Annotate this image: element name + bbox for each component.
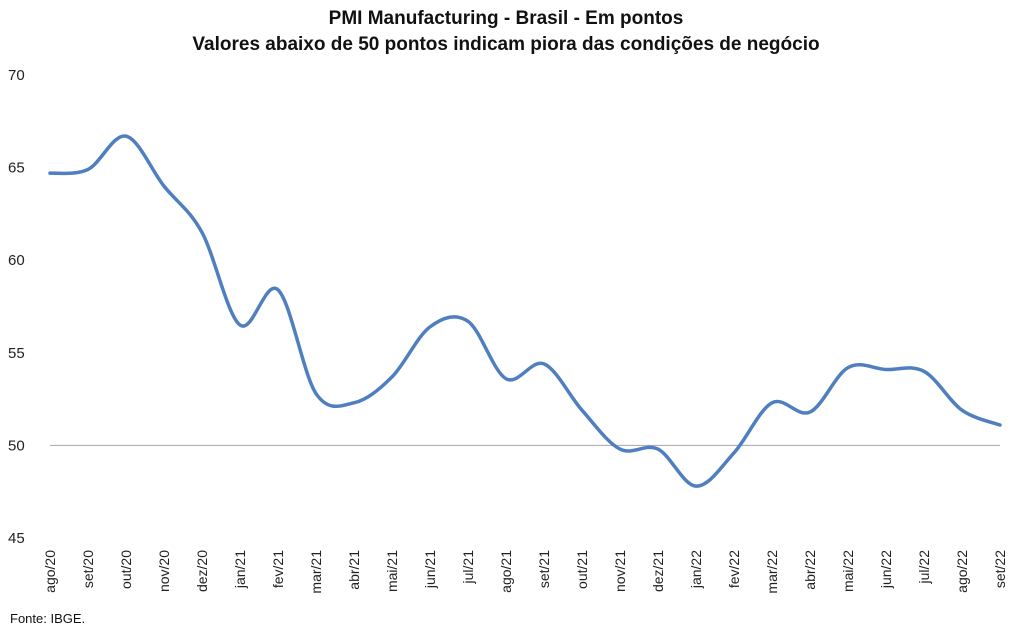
x-tick-label: fev/21	[270, 550, 286, 588]
x-tick-label: mai/21	[384, 550, 400, 592]
x-tick-label: jun/21	[422, 550, 438, 589]
chart-title-block: PMI Manufacturing - Brasil - Em pontos V…	[0, 6, 1012, 58]
y-tick-label: 60	[8, 252, 25, 269]
x-tick-label: nov/21	[612, 550, 628, 592]
x-tick-label: dez/20	[194, 550, 210, 592]
x-tick-label: jan/21	[232, 550, 248, 589]
x-tick-label: set/20	[80, 550, 96, 588]
x-tick-label: jun/22	[878, 550, 894, 589]
x-tick-label: jan/22	[688, 550, 704, 589]
chart-subtitle: Valores abaixo de 50 pontos indicam pior…	[192, 34, 820, 55]
x-tick-label: abr/21	[346, 550, 362, 590]
x-tick-label: abr/22	[802, 550, 818, 590]
x-tick-label: nov/20	[156, 550, 172, 592]
x-tick-label: dez/21	[650, 550, 666, 592]
x-tick-label: out/20	[118, 550, 134, 589]
x-tick-label: mar/21	[308, 550, 324, 594]
series-line-pmi	[48, 134, 1002, 488]
x-tick-label: ago/22	[954, 550, 970, 593]
y-tick-label: 70	[8, 67, 25, 84]
x-tick-label: jul/21	[460, 550, 476, 585]
y-tick-label: 45	[8, 530, 25, 547]
y-tick-label: 65	[8, 160, 25, 177]
x-tick-label: mar/22	[764, 550, 780, 594]
y-tick-label: 55	[8, 345, 25, 362]
x-tick-label: set/21	[536, 550, 552, 588]
chart-title: PMI Manufacturing - Brasil - Em pontos	[328, 8, 684, 29]
x-tick-label: ago/20	[42, 550, 58, 593]
x-tick-label: jul/22	[916, 550, 932, 585]
x-tick-label: set/22	[992, 550, 1008, 588]
x-tick-label: ago/21	[498, 550, 514, 593]
x-tick-label: fev/22	[726, 550, 742, 588]
x-tick-label: out/21	[574, 550, 590, 589]
source-note: Fonte: IBGE.	[10, 611, 86, 626]
y-tick-label: 50	[8, 437, 25, 454]
x-tick-label: mai/22	[840, 550, 856, 592]
